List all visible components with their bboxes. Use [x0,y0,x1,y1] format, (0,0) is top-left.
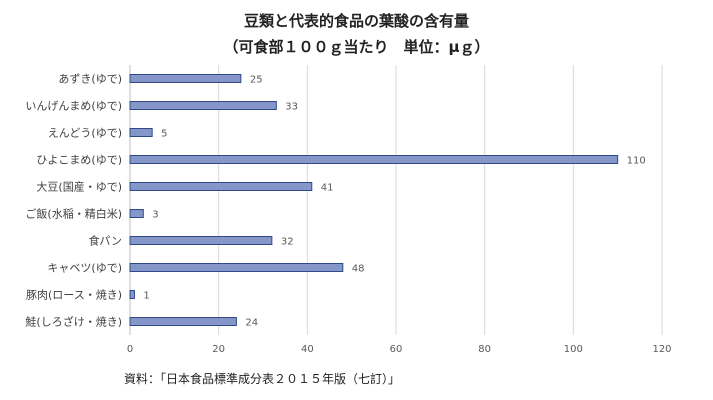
bar [129,209,144,218]
category-label: ひよこまめ(ゆで) [36,154,122,167]
data-label: 1 [143,291,149,302]
data-label: 110 [627,156,646,167]
bar [129,182,313,191]
x-tick-label: 60 [390,344,403,355]
x-tick-label: 0 [127,344,133,355]
bar [129,290,135,299]
data-label: 32 [281,237,294,248]
data-label: 3 [152,210,158,221]
category-label: いんげんまめ(ゆで) [25,100,122,113]
data-label: 48 [352,264,365,275]
data-label: 24 [245,318,258,329]
x-tick-label: 80 [478,344,491,355]
bar [129,155,619,164]
category-label: キャベツ(ゆで) [47,262,122,275]
bar [129,263,344,272]
category-label: あずき(ゆで) [58,73,122,86]
bar [129,101,277,110]
bar [129,317,237,326]
category-label: 大豆(国産・ゆで) [36,180,122,194]
x-tick-label: 120 [652,344,671,355]
source-note: 資料：「日本食品標準成分表２０１５年版（七訂）」 [124,372,401,386]
category-label: 食パン [88,234,122,248]
x-tick-label: 20 [212,344,225,355]
category-label: 豚肉(ロース・焼き) [26,289,122,302]
data-label: 33 [285,102,298,113]
data-label: 5 [161,129,167,140]
data-label: 25 [250,75,263,86]
category-label: ご飯(水稲・精白米) [25,207,122,221]
bar [129,236,273,245]
bar [129,74,242,83]
bar [129,128,153,137]
category-label: 鮭(しろざけ・焼き) [25,315,122,329]
x-tick-label: 40 [301,344,314,355]
chart-title: 豆類と代表的食品の葉酸の含有量 [243,12,469,30]
data-label: 41 [321,183,334,194]
chart-subtitle: （可食部１００ｇ当たり 単位：μｇ） [223,38,490,56]
category-label: えんどう(ゆで) [48,127,122,140]
x-tick-label: 100 [564,344,583,355]
